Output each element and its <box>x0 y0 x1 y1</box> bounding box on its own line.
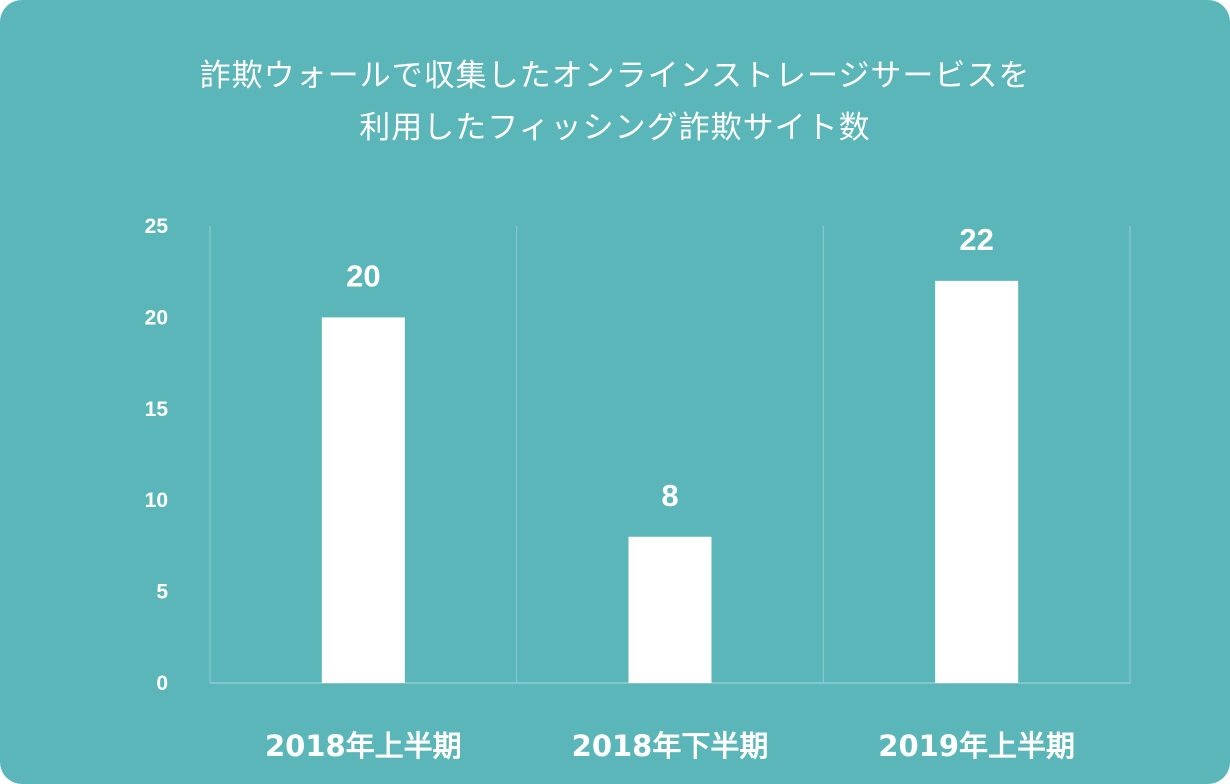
x-category-label: 2018年下半期 <box>572 729 769 763</box>
data-label: 8 <box>661 478 678 513</box>
chart-title: 詐欺ウォールで収集したオンラインストレージサービスを 利用したフィッシング詐欺サ… <box>0 50 1230 154</box>
y-tick-label: 20 <box>145 306 168 329</box>
y-tick-label: 0 <box>156 672 168 695</box>
bar <box>321 317 405 683</box>
data-label: 22 <box>959 222 993 257</box>
x-category-label: 2018年上半期 <box>265 729 462 763</box>
bar <box>628 536 712 683</box>
chart-title-line-1: 詐欺ウォールで収集したオンラインストレージサービスを <box>199 58 1031 94</box>
x-category-label: 2019年上半期 <box>878 729 1075 763</box>
data-label: 20 <box>346 258 380 293</box>
y-tick-label: 5 <box>156 581 168 604</box>
y-tick-label: 10 <box>145 489 168 512</box>
chart-title-line-2: 利用したフィッシング詐欺サイト数 <box>359 110 871 146</box>
y-tick-label: 25 <box>145 215 169 238</box>
bar <box>935 280 1019 683</box>
y-tick-label: 15 <box>145 398 169 421</box>
